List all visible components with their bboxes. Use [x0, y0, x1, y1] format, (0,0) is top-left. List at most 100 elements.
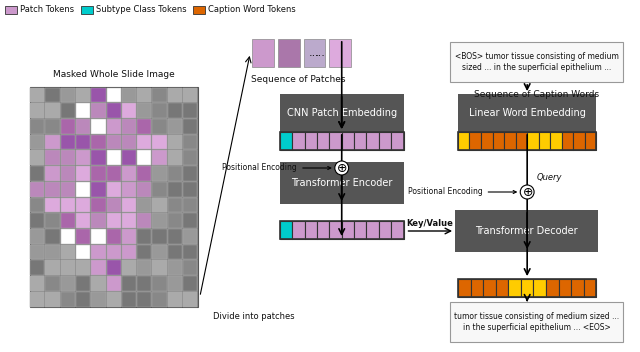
FancyBboxPatch shape	[168, 135, 182, 149]
FancyBboxPatch shape	[30, 182, 44, 196]
FancyBboxPatch shape	[122, 229, 136, 244]
Bar	[379, 132, 391, 150]
FancyBboxPatch shape	[137, 119, 152, 134]
FancyBboxPatch shape	[152, 260, 167, 275]
FancyBboxPatch shape	[122, 260, 136, 275]
FancyBboxPatch shape	[61, 213, 75, 228]
FancyBboxPatch shape	[107, 260, 121, 275]
FancyBboxPatch shape	[76, 119, 90, 134]
Bar	[81, 6, 93, 14]
FancyBboxPatch shape	[122, 88, 136, 102]
FancyBboxPatch shape	[168, 88, 182, 102]
Text: Positional Encoding: Positional Encoding	[223, 163, 331, 172]
Bar	[280, 221, 404, 239]
FancyBboxPatch shape	[45, 292, 60, 307]
FancyBboxPatch shape	[107, 119, 121, 134]
FancyBboxPatch shape	[30, 103, 44, 118]
FancyBboxPatch shape	[168, 182, 182, 196]
Text: <BOS> tumor tissue consisting of medium
sized ... in the superficial epithelium : <BOS> tumor tissue consisting of medium …	[454, 52, 618, 72]
FancyBboxPatch shape	[122, 276, 136, 291]
FancyBboxPatch shape	[45, 119, 60, 134]
FancyBboxPatch shape	[61, 103, 75, 118]
FancyBboxPatch shape	[61, 166, 75, 181]
FancyBboxPatch shape	[76, 292, 90, 307]
Bar	[354, 221, 367, 239]
FancyBboxPatch shape	[183, 135, 197, 149]
FancyBboxPatch shape	[152, 166, 167, 181]
FancyBboxPatch shape	[137, 88, 152, 102]
Bar	[342, 132, 354, 150]
Bar	[280, 221, 292, 239]
FancyBboxPatch shape	[30, 292, 44, 307]
FancyBboxPatch shape	[76, 166, 90, 181]
FancyBboxPatch shape	[61, 276, 75, 291]
Bar	[534, 279, 546, 297]
Bar	[584, 279, 596, 297]
Text: Query: Query	[537, 172, 563, 182]
Bar	[317, 221, 330, 239]
FancyBboxPatch shape	[122, 197, 136, 212]
Bar	[379, 221, 391, 239]
FancyBboxPatch shape	[76, 103, 90, 118]
FancyBboxPatch shape	[107, 103, 121, 118]
FancyBboxPatch shape	[278, 39, 300, 67]
Bar	[292, 132, 305, 150]
FancyBboxPatch shape	[137, 229, 152, 244]
FancyBboxPatch shape	[152, 245, 167, 259]
FancyBboxPatch shape	[152, 135, 167, 149]
FancyBboxPatch shape	[92, 103, 106, 118]
FancyBboxPatch shape	[45, 245, 60, 259]
Bar	[5, 6, 17, 14]
FancyBboxPatch shape	[152, 103, 167, 118]
FancyBboxPatch shape	[45, 213, 60, 228]
FancyBboxPatch shape	[152, 276, 167, 291]
Bar	[391, 221, 404, 239]
FancyBboxPatch shape	[183, 292, 197, 307]
FancyBboxPatch shape	[45, 135, 60, 149]
Bar	[193, 6, 205, 14]
FancyBboxPatch shape	[183, 276, 197, 291]
Text: Positional Encoding: Positional Encoding	[408, 188, 516, 196]
FancyBboxPatch shape	[152, 229, 167, 244]
Text: CNN Patch Embedding: CNN Patch Embedding	[287, 108, 397, 118]
Bar	[508, 279, 521, 297]
FancyBboxPatch shape	[61, 260, 75, 275]
Bar	[458, 132, 470, 150]
Bar	[458, 279, 470, 297]
FancyBboxPatch shape	[107, 213, 121, 228]
Bar	[516, 132, 527, 150]
Bar	[504, 132, 516, 150]
FancyBboxPatch shape	[76, 276, 90, 291]
FancyBboxPatch shape	[137, 135, 152, 149]
Text: Sequence of Patches: Sequence of Patches	[252, 75, 346, 84]
FancyBboxPatch shape	[183, 182, 197, 196]
FancyBboxPatch shape	[45, 229, 60, 244]
FancyBboxPatch shape	[30, 150, 44, 165]
FancyBboxPatch shape	[92, 213, 106, 228]
FancyBboxPatch shape	[168, 245, 182, 259]
FancyBboxPatch shape	[137, 166, 152, 181]
Bar	[539, 132, 550, 150]
FancyBboxPatch shape	[92, 88, 106, 102]
FancyBboxPatch shape	[92, 119, 106, 134]
FancyBboxPatch shape	[168, 213, 182, 228]
FancyBboxPatch shape	[107, 276, 121, 291]
Bar	[458, 132, 596, 150]
FancyBboxPatch shape	[29, 87, 198, 307]
FancyBboxPatch shape	[92, 276, 106, 291]
FancyBboxPatch shape	[450, 302, 623, 342]
FancyBboxPatch shape	[61, 182, 75, 196]
Text: tumor tissue consisting of medium sized ...
in the superficial epithelium ... <E: tumor tissue consisting of medium sized …	[454, 312, 619, 332]
FancyBboxPatch shape	[122, 182, 136, 196]
FancyBboxPatch shape	[152, 213, 167, 228]
FancyBboxPatch shape	[168, 119, 182, 134]
FancyBboxPatch shape	[76, 229, 90, 244]
FancyBboxPatch shape	[137, 197, 152, 212]
FancyBboxPatch shape	[45, 182, 60, 196]
FancyBboxPatch shape	[122, 166, 136, 181]
FancyBboxPatch shape	[30, 119, 44, 134]
FancyBboxPatch shape	[183, 166, 197, 181]
Bar	[280, 132, 292, 150]
Text: Transformer Encoder: Transformer Encoder	[291, 178, 392, 188]
FancyBboxPatch shape	[122, 119, 136, 134]
